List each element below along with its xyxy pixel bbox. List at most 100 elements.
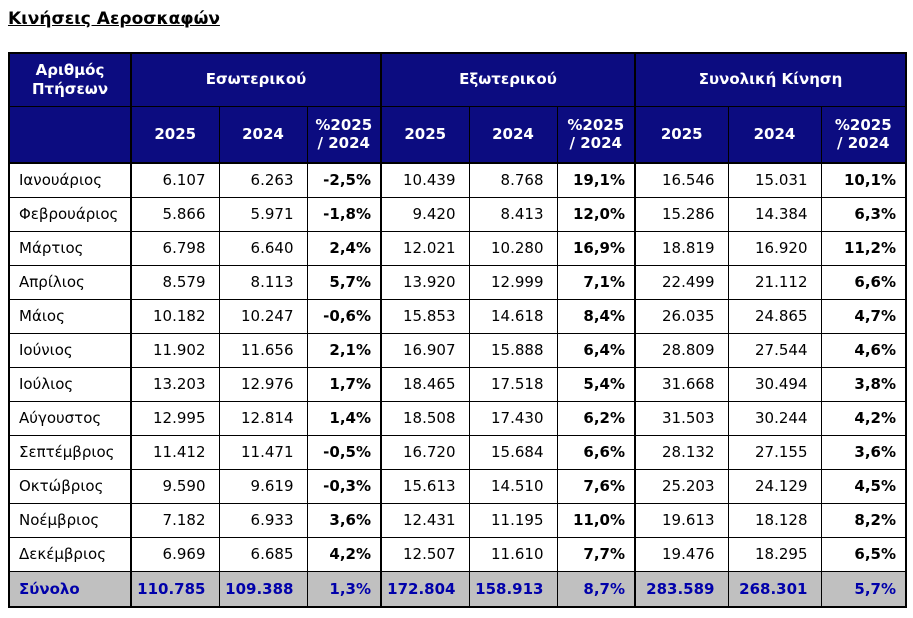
flights-value-cell: 109.388 bbox=[218, 570, 308, 608]
header-year-2025: 2025 bbox=[380, 105, 470, 164]
percent-change-cell: 1,3% bbox=[306, 570, 382, 608]
percent-change-cell: -0,6% bbox=[306, 298, 382, 334]
flights-value-cell: 21.112 bbox=[727, 264, 822, 300]
header-year-2024: 2024 bbox=[727, 105, 822, 164]
flights-value-cell: 172.804 bbox=[380, 570, 470, 608]
flights-value-cell: 22.499 bbox=[634, 264, 729, 300]
percent-change-cell: 4,7% bbox=[820, 298, 907, 334]
month-row: Δεκέμβριος 6.969 6.685 4,2% 12.507 11.610 7,7%… bbox=[8, 536, 907, 572]
percent-change-cell: 5,7% bbox=[306, 264, 382, 300]
flights-value-cell: 30.494 bbox=[727, 366, 822, 402]
percent-change-cell: 3,8% bbox=[820, 366, 907, 402]
percent-change-cell: 6,3% bbox=[820, 196, 907, 232]
percent-change-cell: 7,1% bbox=[556, 264, 636, 300]
flights-value-cell: 26.035 bbox=[634, 298, 729, 334]
flights-value-cell: 8.768 bbox=[468, 162, 558, 198]
flights-value-cell: 11.412 bbox=[130, 434, 220, 470]
percent-change-cell: -1,8% bbox=[306, 196, 382, 232]
flights-value-cell: 18.295 bbox=[727, 536, 822, 572]
month-row: Απρίλιος 8.579 8.113 5,7% 13.920 12.999 7,1% 22… bbox=[8, 264, 907, 300]
flights-value-cell: 14.510 bbox=[468, 468, 558, 504]
percent-change-cell: 6,4% bbox=[556, 332, 636, 368]
flights-value-cell: 12.431 bbox=[380, 502, 470, 538]
percent-change-cell: 8,7% bbox=[556, 570, 636, 608]
percent-change-cell: 1,4% bbox=[306, 400, 382, 436]
flights-value-cell: 12.507 bbox=[380, 536, 470, 572]
month-cell: Ιανουάριος bbox=[8, 162, 132, 198]
percent-change-cell: 6,6% bbox=[556, 434, 636, 470]
flights-value-cell: 11.656 bbox=[218, 332, 308, 368]
month-row: Φεβρουάριος 5.866 5.971 -1,8% 9.420 8.413 12,0… bbox=[8, 196, 907, 232]
flights-value-cell: 268.301 bbox=[727, 570, 822, 608]
flights-value-cell: 12.814 bbox=[218, 400, 308, 436]
month-row: Ιανουάριος 6.107 6.263 -2,5% 10.439 8.768 19,1… bbox=[8, 162, 907, 198]
flights-value-cell: 6.263 bbox=[218, 162, 308, 198]
flights-value-cell: 24.865 bbox=[727, 298, 822, 334]
flights-value-cell: 11.902 bbox=[130, 332, 220, 368]
percent-change-cell: -2,5% bbox=[306, 162, 382, 198]
month-row: Αύγουστος 12.995 12.814 1,4% 18.508 17.430 6,2… bbox=[8, 400, 907, 436]
flights-value-cell: 12.021 bbox=[380, 230, 470, 266]
flights-value-cell: 12.976 bbox=[218, 366, 308, 402]
percent-change-cell: 6,5% bbox=[820, 536, 907, 572]
header-year-2025: 2025 bbox=[634, 105, 729, 164]
flights-value-cell: 18.128 bbox=[727, 502, 822, 538]
flights-value-cell: 10.182 bbox=[130, 298, 220, 334]
flights-value-cell: 15.888 bbox=[468, 332, 558, 368]
page-title: Κινήσεις Αεροσκαφών bbox=[8, 9, 220, 29]
flights-value-cell: 28.132 bbox=[634, 434, 729, 470]
percent-change-cell: 4,5% bbox=[820, 468, 907, 504]
month-cell: Μάρτιος bbox=[8, 230, 132, 266]
flights-value-cell: 16.546 bbox=[634, 162, 729, 198]
month-cell: Σεπτέμβριος bbox=[8, 434, 132, 470]
flights-value-cell: 15.613 bbox=[380, 468, 470, 504]
flights-value-cell: 18.508 bbox=[380, 400, 470, 436]
flights-value-cell: 6.969 bbox=[130, 536, 220, 572]
flights-value-cell: 15.286 bbox=[634, 196, 729, 232]
percent-change-cell: 7,6% bbox=[556, 468, 636, 504]
percent-change-cell: 8,4% bbox=[556, 298, 636, 334]
percent-change-cell: -0,3% bbox=[306, 468, 382, 504]
flights-value-cell: 6.107 bbox=[130, 162, 220, 198]
percent-change-cell: 10,1% bbox=[820, 162, 907, 198]
flights-value-cell: 24.129 bbox=[727, 468, 822, 504]
percent-change-cell: 8,2% bbox=[820, 502, 907, 538]
month-row: Μάιος 10.182 10.247 -0,6% 15.853 14.618 8,4% 26… bbox=[8, 298, 907, 334]
month-cell: Δεκέμβριος bbox=[8, 536, 132, 572]
flights-value-cell: 11.195 bbox=[468, 502, 558, 538]
flights-value-cell: 15.031 bbox=[727, 162, 822, 198]
flights-value-cell: 9.619 bbox=[218, 468, 308, 504]
percent-change-cell: 19,1% bbox=[556, 162, 636, 198]
month-cell: Ιούνιος bbox=[8, 332, 132, 368]
percent-change-cell: 6,6% bbox=[820, 264, 907, 300]
flights-value-cell: 11.610 bbox=[468, 536, 558, 572]
flights-value-cell: 18.465 bbox=[380, 366, 470, 402]
flights-value-cell: 16.720 bbox=[380, 434, 470, 470]
header-empty-corner bbox=[8, 105, 132, 164]
flights-value-cell: 19.476 bbox=[634, 536, 729, 572]
month-row: Σεπτέμβριος 11.412 11.471 -0,5% 16.720 15.684… bbox=[8, 434, 907, 470]
flights-value-cell: 283.589 bbox=[634, 570, 729, 608]
percent-change-cell: 1,7% bbox=[306, 366, 382, 402]
month-cell: Απρίλιος bbox=[8, 264, 132, 300]
month-row: Ιούνιος 11.902 11.656 2,1% 16.907 15.888 6,4% 2… bbox=[8, 332, 907, 368]
percent-change-cell: 4,2% bbox=[820, 400, 907, 436]
month-cell: Ιούλιος bbox=[8, 366, 132, 402]
flights-value-cell: 16.920 bbox=[727, 230, 822, 266]
flights-value-cell: 7.182 bbox=[130, 502, 220, 538]
percent-change-cell: 2,4% bbox=[306, 230, 382, 266]
percent-change-cell: 4,2% bbox=[306, 536, 382, 572]
flights-value-cell: 17.430 bbox=[468, 400, 558, 436]
flights-value-cell: 15.684 bbox=[468, 434, 558, 470]
flights-value-cell: 19.613 bbox=[634, 502, 729, 538]
flights-value-cell: 8.413 bbox=[468, 196, 558, 232]
flights-value-cell: 9.420 bbox=[380, 196, 470, 232]
table-body: Ιανουάριος 6.107 6.263 -2,5% 10.439 8.768 19,1… bbox=[8, 162, 907, 572]
flights-value-cell: 10.247 bbox=[218, 298, 308, 334]
flights-value-cell: 27.155 bbox=[727, 434, 822, 470]
flights-value-cell: 6.640 bbox=[218, 230, 308, 266]
flights-value-cell: 18.819 bbox=[634, 230, 729, 266]
percent-change-cell: 11,2% bbox=[820, 230, 907, 266]
header-year-2025: 2025 bbox=[130, 105, 220, 164]
